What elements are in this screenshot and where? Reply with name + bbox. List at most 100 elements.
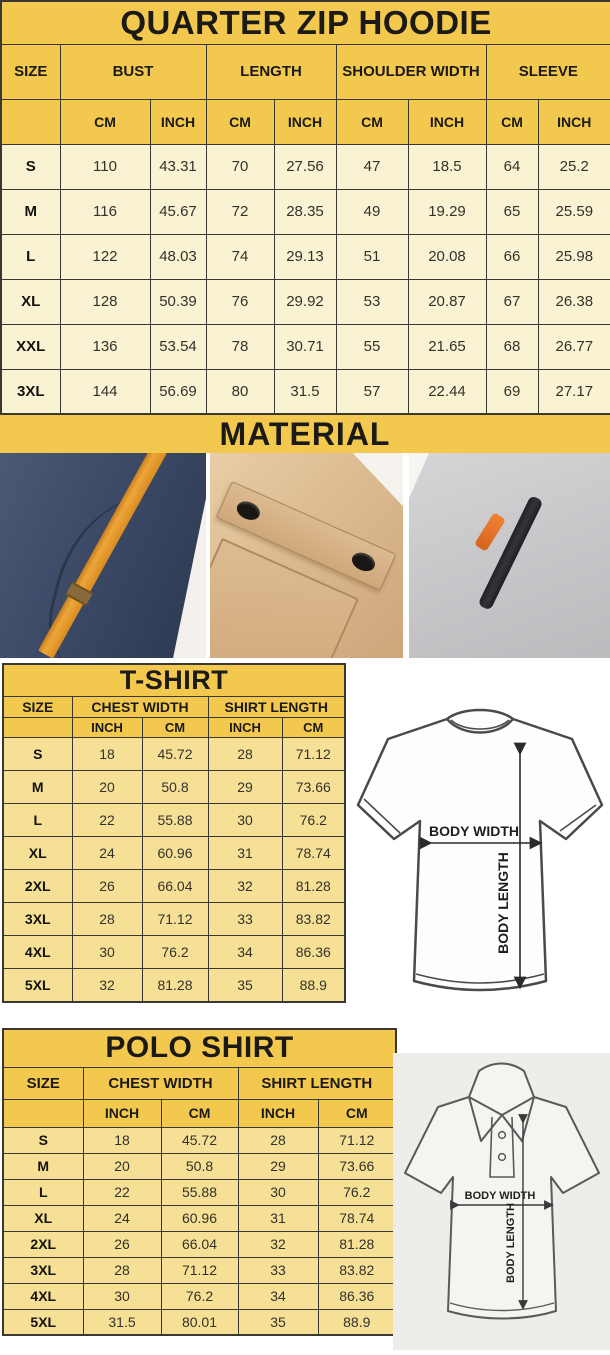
chest-cm-cell: 66.04 xyxy=(160,1230,239,1258)
size-label-cell: XL xyxy=(2,836,73,870)
bust-inch-cell: 45.67 xyxy=(149,188,207,235)
length-cm-cell: 78.74 xyxy=(317,1204,397,1232)
empty-cell xyxy=(2,1098,84,1128)
chest-cm-cell: 71.12 xyxy=(160,1256,239,1284)
size-label-cell: XXL xyxy=(0,323,61,370)
length-cm-cell: 88.9 xyxy=(317,1308,397,1336)
shoulder-inch-cell: 20.08 xyxy=(407,233,487,280)
cuff-lines xyxy=(363,798,597,834)
sleeve-inch-cell: 25.98 xyxy=(537,233,610,280)
polo-size-table: POLO SHIRT SIZE CHEST WIDTH SHIRT LENGTH… xyxy=(2,1028,398,1336)
chest-inch-cell: 31.5 xyxy=(82,1308,162,1336)
length-cm-cell: 73.66 xyxy=(281,770,346,804)
length-inch-cell: 28 xyxy=(237,1126,319,1154)
size-label-cell: S xyxy=(2,1126,84,1154)
tshirt-size-row: 2XL 26 66.04 32 81.28 xyxy=(2,869,346,903)
chest-cm-cell: 76.2 xyxy=(141,935,209,969)
bust-inch-cell: 48.03 xyxy=(149,233,207,280)
length-cm-cell: 81.28 xyxy=(317,1230,397,1258)
polo-outline xyxy=(404,1096,600,1320)
size-label-cell: L xyxy=(0,233,61,280)
sleeve-cm-cell: 69 xyxy=(485,368,539,415)
tshirt-size-table: T-SHIRT SIZE CHEST WIDTH SHIRT LENGTH IN… xyxy=(2,663,347,1003)
chest-inch-cell: 22 xyxy=(71,803,143,837)
hoodie-unit-header-row: CM INCH CM INCH CM INCH CM INCH xyxy=(0,98,610,145)
length-cm-cell: 86.36 xyxy=(281,935,346,969)
unit-header: CM xyxy=(335,98,409,145)
length-inch-cell: 28 xyxy=(207,737,283,771)
length-cm-cell: 81.28 xyxy=(281,869,346,903)
material-section-header: MATERIAL xyxy=(0,415,610,453)
chest-cm-cell: 60.96 xyxy=(141,836,209,870)
body-length-label: BODY LENGTH xyxy=(505,1203,517,1283)
chest-cm-cell: 60.96 xyxy=(160,1204,239,1232)
length-inch-cell: 29 xyxy=(207,770,283,804)
length-cm-cell: 74 xyxy=(205,233,275,280)
chest-inch-cell: 30 xyxy=(82,1282,162,1310)
column-header-shoulder-width: SHOULDER WIDTH xyxy=(335,43,487,100)
unit-header: INCH xyxy=(237,1098,319,1128)
shoulder-cm-cell: 57 xyxy=(335,368,409,415)
column-header-chest-width: CHEST WIDTH xyxy=(71,696,209,718)
sleeve-cm-cell: 68 xyxy=(485,323,539,370)
column-header-length: LENGTH xyxy=(205,43,337,100)
shoulder-inch-cell: 22.44 xyxy=(407,368,487,415)
length-cm-cell: 76 xyxy=(205,278,275,325)
size-label-cell: 4XL xyxy=(2,1282,84,1310)
size-label-cell: M xyxy=(2,770,73,804)
placket xyxy=(489,1116,515,1178)
length-inch-cell: 33 xyxy=(207,902,283,936)
chest-inch-cell: 30 xyxy=(71,935,143,969)
chest-inch-cell: 26 xyxy=(82,1230,162,1258)
tshirt-measurement-diagram: BODY WIDTH BODY LENGTH xyxy=(356,708,604,992)
hoodie-size-row: 3XL 144 56.69 80 31.5 57 22.44 69 27.17 xyxy=(0,368,610,415)
tshirt-unit-header-row: INCH CM INCH CM xyxy=(2,717,346,738)
unit-header: INCH xyxy=(407,98,487,145)
unit-header: CM xyxy=(485,98,539,145)
unit-header: INCH xyxy=(537,98,610,145)
tshirt-group-header-row: SIZE CHEST WIDTH SHIRT LENGTH xyxy=(2,696,346,718)
chest-cm-cell: 55.88 xyxy=(160,1178,239,1206)
sleeve-cm-cell: 65 xyxy=(485,188,539,235)
material-photo-navy-drawcord xyxy=(0,453,206,658)
column-header-size: SIZE xyxy=(0,43,61,100)
tshirt-section: T-SHIRT SIZE CHEST WIDTH SHIRT LENGTH IN… xyxy=(0,663,610,1010)
body-width-label: BODY WIDTH xyxy=(465,1190,536,1202)
bust-cm-cell: 144 xyxy=(59,368,151,415)
shoulder-inch-cell: 19.29 xyxy=(407,188,487,235)
length-cm-cell: 76.2 xyxy=(317,1178,397,1206)
column-header-shirt-length: SHIRT LENGTH xyxy=(207,696,346,718)
unit-header: CM xyxy=(59,98,151,145)
chest-cm-cell: 81.28 xyxy=(141,968,209,1002)
shoulder-cm-cell: 49 xyxy=(335,188,409,235)
shoulder-inch-cell: 20.87 xyxy=(407,278,487,325)
hoodie-size-row: M 116 45.67 72 28.35 49 19.29 65 25.59 xyxy=(0,188,610,235)
button-icon xyxy=(497,1152,507,1162)
length-cm-cell: 80 xyxy=(205,368,275,415)
polo-measurement-diagram: BODY WIDTH BODY LENGTH xyxy=(404,1062,600,1320)
unit-header: CM xyxy=(281,717,346,738)
body-length-label: BODY LENGTH xyxy=(495,852,511,954)
orange-zipper-pull xyxy=(473,512,507,552)
chest-cm-cell: 45.72 xyxy=(160,1126,239,1154)
length-cm-cell: 78 xyxy=(205,323,275,370)
size-label-cell: L xyxy=(2,803,73,837)
sleeve-inch-cell: 26.38 xyxy=(537,278,610,325)
chest-cm-cell: 45.72 xyxy=(141,737,209,771)
column-header-size: SIZE xyxy=(2,696,73,718)
bust-cm-cell: 122 xyxy=(59,233,151,280)
chest-inch-cell: 18 xyxy=(71,737,143,771)
tshirt-title-row: T-SHIRT xyxy=(2,663,346,697)
hoodie-size-table: QUARTER ZIP HOODIE SIZE BUST LENGTH SHOU… xyxy=(0,0,610,415)
hem-line xyxy=(415,973,545,984)
tshirt-size-row: M 20 50.8 29 73.66 xyxy=(2,770,346,804)
length-cm-cell: 71.12 xyxy=(281,737,346,771)
polo-unit-header-row: INCH CM INCH CM xyxy=(2,1098,397,1128)
chest-cm-cell: 55.88 xyxy=(141,803,209,837)
length-inch-cell: 32 xyxy=(237,1230,319,1258)
shoulder-cm-cell: 51 xyxy=(335,233,409,280)
length-inch-cell: 35 xyxy=(237,1308,319,1336)
tshirt-size-row: 5XL 32 81.28 35 88.9 xyxy=(2,968,346,1002)
length-inch-cell: 35 xyxy=(207,968,283,1002)
